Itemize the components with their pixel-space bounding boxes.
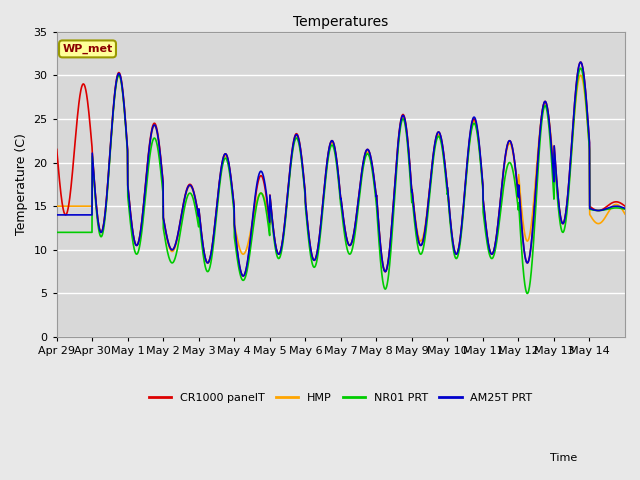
Line: CR1000 panelT: CR1000 panelT [57,62,625,276]
Title: Temperatures: Temperatures [293,15,388,29]
CR1000 panelT [239,273,247,279]
Line: HMP: HMP [57,75,625,272]
NR01 PRT [109,107,117,112]
AM25T PRT [621,205,629,211]
HMP [513,174,520,180]
CR1000 panelT [376,228,383,234]
NR01 PRT [524,290,531,296]
NR01 PRT [577,65,584,71]
NR01 PRT [232,248,240,253]
Bar [57,206,625,293]
CR1000 panelT [232,239,240,244]
HMP [375,226,383,232]
CR1000 panelT [513,172,520,178]
HMP [381,269,389,275]
Legend: CR1000 panelT, HMP, NR01 PRT, AM25T PRT: CR1000 panelT, HMP, NR01 PRT, AM25T PRT [145,388,537,408]
AM25T PRT [376,228,383,234]
NR01 PRT [512,187,520,193]
Line: NR01 PRT: NR01 PRT [57,68,625,293]
HMP [614,202,621,207]
NR01 PRT [621,206,629,212]
HMP [109,106,117,111]
HMP [577,72,584,78]
HMP [621,211,629,217]
AM25T PRT [232,237,240,243]
AM25T PRT [239,273,247,279]
CR1000 panelT [545,111,552,117]
CR1000 panelT [109,104,117,109]
HMP [232,230,240,236]
NR01 PRT [614,205,621,211]
AM25T PRT [577,59,584,65]
CR1000 panelT [577,59,584,65]
NR01 PRT [545,117,552,123]
Line: AM25T PRT: AM25T PRT [57,62,625,276]
CR1000 panelT [53,146,61,152]
AM25T PRT [513,172,520,178]
HMP [545,111,552,117]
AM25T PRT [545,111,552,117]
HMP [53,204,61,209]
AM25T PRT [53,212,61,218]
Text: WP_met: WP_met [62,44,113,54]
AM25T PRT [109,104,117,110]
NR01 PRT [375,239,383,245]
NR01 PRT [53,229,61,235]
CR1000 panelT [621,204,629,209]
CR1000 panelT [614,199,621,205]
Y-axis label: Temperature (C): Temperature (C) [15,133,28,235]
Bar [57,32,625,119]
AM25T PRT [614,204,621,209]
Text: Time: Time [550,453,577,463]
